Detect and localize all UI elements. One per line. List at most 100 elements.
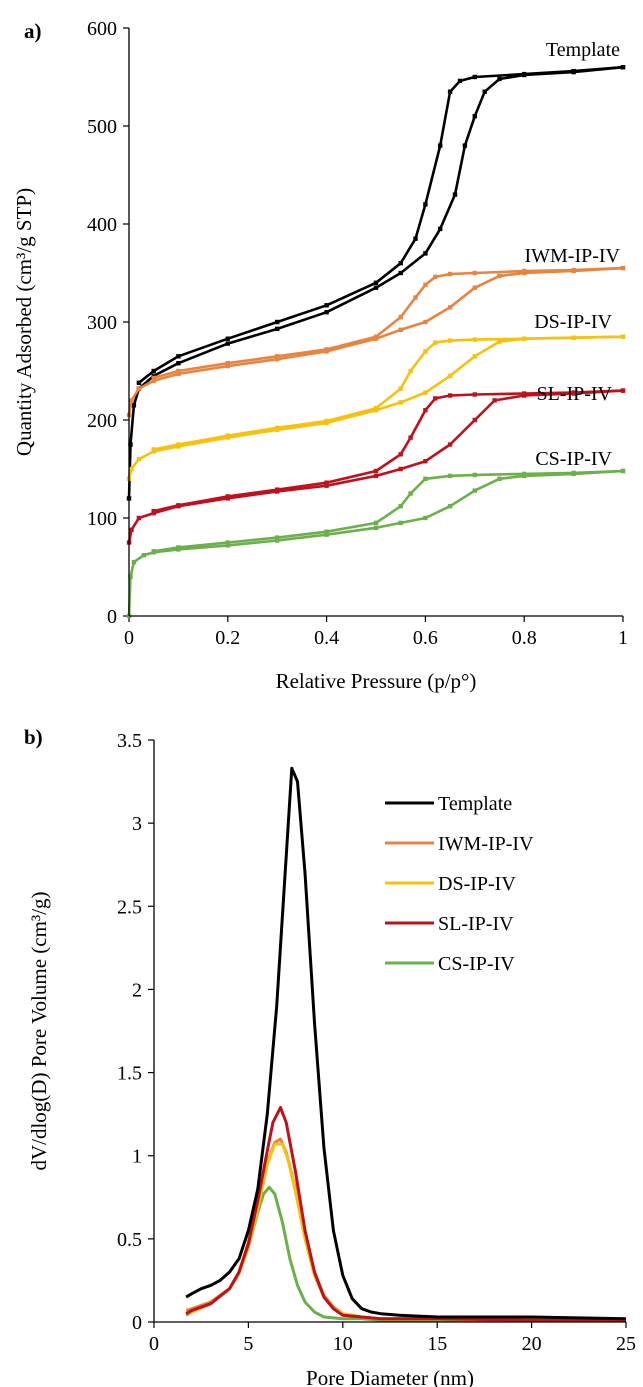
series-ds-ip-iv	[126, 334, 626, 481]
ds-ip-iv-data-point	[423, 349, 428, 354]
legend-label: CS-IP-IV	[438, 953, 515, 975]
cs-ip-iv-data-point	[398, 504, 403, 509]
sl-ip-iv-data-point	[522, 391, 527, 396]
cs-ip-iv-data-point	[131, 559, 137, 565]
template-data-point	[131, 403, 137, 408]
legend-label: SL-IP-IV	[438, 913, 514, 935]
y-tick-label: 100	[87, 508, 117, 530]
cs-ip-iv-data-point	[128, 574, 133, 579]
sl-ip-iv-data-point	[447, 442, 453, 447]
panel-a-y-tick-labels: 0 100 200 300 400 500 600	[87, 18, 117, 628]
iwm-ip-iv-data-point	[275, 354, 280, 359]
legend-label: IWM-IP-IV	[438, 833, 534, 855]
iwm-ip-iv-data-point	[275, 357, 280, 362]
template-data-point	[447, 89, 453, 94]
sl-ip-iv-data-point	[373, 468, 379, 474]
ds-ip-iv-data-point	[373, 406, 379, 411]
cs-ip-iv-data-point	[176, 545, 181, 550]
cs-ip-iv-data-point	[141, 553, 146, 558]
panel-b-y-axis-title: dV/dlog(D) Pore Volume (cm³/g)	[27, 891, 51, 1170]
template-data-point	[452, 192, 458, 197]
ds-ip-iv-data-point	[324, 418, 329, 424]
iwm-ip-iv-data-point	[373, 334, 379, 339]
x-tick-label: 0.2	[215, 627, 240, 649]
template-data-point	[522, 71, 527, 77]
panel-b-tick-marks	[148, 739, 627, 1328]
panel-b-legend: Template IWM-IP-IV DS-IP-IV SL-IP-IV CS-IP-I…	[385, 793, 534, 975]
sl-ip-iv-data-point	[571, 390, 576, 395]
ds-ip-iv-data-point	[447, 373, 453, 379]
iwm-ip-iv-data-point	[497, 273, 502, 279]
iwm-ip-iv-data-point	[433, 274, 438, 280]
template-data-point	[413, 236, 418, 241]
iwm-ip-iv-data-point	[398, 327, 403, 332]
template-data-point	[324, 310, 329, 315]
panel-b-label: b)	[24, 725, 43, 749]
sl-ip-iv-data-point	[225, 494, 230, 499]
y-tick-label: 0	[107, 606, 117, 628]
series-cs-ip-iv	[126, 468, 626, 619]
panel-a-series-group	[126, 65, 626, 619]
panel-b-series-group	[185, 766, 627, 1322]
sl-ip-iv-data-point	[324, 480, 329, 485]
panel-a-isotherm-chart: a) 0 100 200 300 400 500 600 0 0.2 0.4 0.6 0.8 1 Te…	[12, 18, 628, 693]
x-tick-label: 0	[124, 627, 134, 649]
template-data-point	[462, 143, 468, 148]
template-desorption-line	[138, 65, 624, 384]
legend-label: DS-IP-IV	[438, 873, 516, 895]
sl-ip-iv-data-point	[492, 398, 497, 403]
template-data-point	[324, 303, 329, 308]
x-tick-label: 0	[149, 1333, 159, 1355]
cs-ip-iv-data-point	[408, 491, 413, 496]
iwm-ip-iv-data-point	[136, 386, 142, 391]
y-tick-label: 300	[87, 312, 117, 334]
x-tick-label: 25	[616, 1333, 636, 1355]
legend-item-iwm-ip-iv: IWM-IP-IV	[385, 833, 534, 855]
template-data-point	[373, 280, 379, 285]
ds-ip-iv-data-point	[497, 339, 502, 344]
panel-a-x-tick-labels: 0 0.2 0.4 0.6 0.8 1	[124, 627, 628, 649]
template-data-point	[438, 143, 443, 148]
series-sl-ip-iv-line	[185, 1106, 626, 1322]
sl-ip-iv-data-point	[151, 508, 156, 514]
cs-ip-iv-data-point	[571, 470, 576, 476]
x-tick-label: 0.8	[512, 627, 537, 649]
template-data-point	[225, 341, 230, 346]
iwm-ip-iv-data-point	[398, 314, 403, 320]
y-tick-label: 1.5	[117, 1063, 142, 1085]
cs-ip-iv-desorption-line	[153, 469, 624, 553]
ds-ip-iv-data-point	[423, 390, 428, 395]
iwm-ip-iv-data-point	[522, 268, 527, 274]
template-data-point	[136, 380, 142, 385]
ds-ip-iv-data-point	[447, 338, 453, 343]
sl-ip-iv-data-point	[398, 452, 403, 457]
x-tick-label: 1	[618, 627, 628, 649]
cs-ip-iv-data-point	[275, 538, 280, 543]
panel-a-curve-labels: Template IWM-IP-IV DS-IP-IV SL-IP-IV CS-IP-I…	[524, 39, 620, 470]
y-tick-label: 2.5	[117, 896, 142, 918]
series-cs-ip-iv-line	[185, 1185, 626, 1322]
iwm-ip-iv-data-point	[225, 361, 230, 366]
template-data-point	[472, 114, 477, 119]
curve-label-cs-ip-iv: CS-IP-IV	[535, 448, 612, 470]
sl-ip-iv-data-point	[408, 435, 413, 440]
template-data-point	[373, 285, 379, 290]
y-tick-label: 0	[132, 1312, 142, 1334]
sl-ip-iv-data-point	[373, 473, 379, 479]
cs-ip-iv-data-point	[151, 549, 156, 554]
legend-item-sl-ip-iv: SL-IP-IV	[385, 913, 514, 935]
y-tick-label: 1	[132, 1146, 142, 1168]
iwm-ip-iv-data-point	[176, 371, 181, 377]
ds-ip-iv-data-point	[129, 466, 134, 472]
cs-ip-iv-data-point	[447, 504, 453, 509]
cs-ip-iv-data-point	[522, 471, 527, 477]
template-data-point	[472, 74, 477, 80]
iwm-ip-iv-data-point	[571, 267, 576, 273]
cs-ip-iv-data-point	[225, 540, 230, 545]
y-tick-label: 3	[132, 813, 142, 835]
template-data-point	[275, 326, 280, 332]
template-data-point	[423, 202, 428, 207]
template-data-point	[620, 65, 626, 70]
ds-ip-iv-data-point	[275, 425, 280, 430]
